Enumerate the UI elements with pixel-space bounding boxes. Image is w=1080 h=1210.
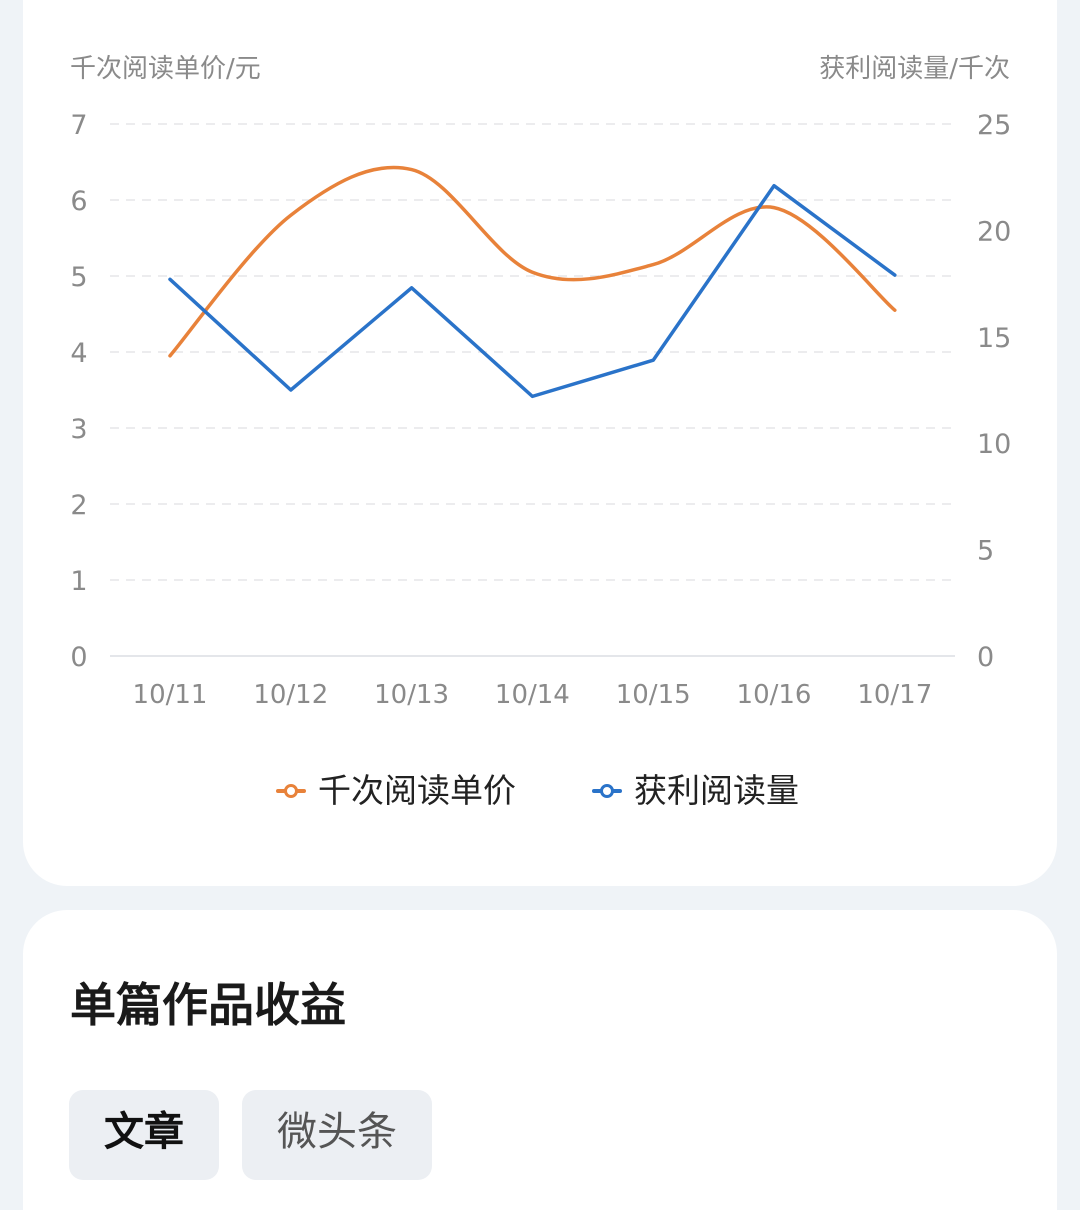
chart-legend: 千次阅读单价 获利阅读量 bbox=[0, 762, 1080, 820]
x-axis-tick-label: 10/16 bbox=[737, 680, 812, 710]
right-axis-title: 获利阅读量/千次 bbox=[819, 54, 1010, 84]
x-axis-tick-label: 10/15 bbox=[616, 680, 691, 710]
right-axis-tick-label: 5 bbox=[977, 536, 994, 567]
left-axis-tick-label: 4 bbox=[70, 338, 87, 369]
right-axis-tick-label: 15 bbox=[977, 323, 1011, 354]
dual-axis-line-chart: 千次阅读单价/元 获利阅读量/千次 0 1 2 3 4 5 6 7 0 5 10 15 20 25 10/11 1… bbox=[70, 54, 1011, 710]
left-axis-title: 千次阅读单价/元 bbox=[70, 54, 261, 84]
right-axis-tick-label: 10 bbox=[977, 429, 1011, 460]
legend-item-reads[interactable]: 获利阅读量 bbox=[592, 762, 799, 820]
x-axis-tick-label: 10/12 bbox=[253, 680, 328, 710]
legend-label-reads: 获利阅读量 bbox=[634, 771, 799, 810]
tab-micro-headline[interactable]: 微头条 bbox=[242, 1090, 432, 1180]
left-axis-tick-label: 7 bbox=[70, 110, 87, 141]
left-axis-tick-label: 5 bbox=[70, 262, 87, 293]
x-axis-tick-label: 10/11 bbox=[133, 680, 208, 710]
left-axis-tick-label: 3 bbox=[70, 414, 87, 445]
left-axis-tick-label: 6 bbox=[70, 186, 87, 217]
left-axis-tick-label: 0 bbox=[70, 642, 87, 673]
legend-marker-reads bbox=[592, 783, 622, 799]
section-title: 单篇作品收益 bbox=[70, 978, 346, 1032]
x-axis-tick-label: 10/13 bbox=[374, 680, 449, 710]
right-axis-tick-label: 0 bbox=[977, 642, 994, 673]
legend-label-price: 千次阅读单价 bbox=[318, 771, 516, 810]
price-series-line bbox=[168, 165, 897, 358]
right-axis-tick-label: 20 bbox=[977, 216, 1011, 247]
x-axis-tick-label: 10/14 bbox=[495, 680, 570, 710]
x-axis-tick-label: 10/17 bbox=[857, 680, 932, 710]
legend-item-price[interactable]: 千次阅读单价 bbox=[276, 762, 516, 820]
right-axis-tick-label: 25 bbox=[977, 110, 1011, 141]
reads-series-line bbox=[168, 183, 897, 399]
left-axis-tick-label: 2 bbox=[70, 490, 87, 521]
legend-marker-price bbox=[276, 783, 306, 799]
left-axis-tick-label: 1 bbox=[70, 566, 87, 597]
trend-chart-card bbox=[23, 0, 1057, 886]
tab-article[interactable]: 文章 bbox=[69, 1090, 219, 1180]
